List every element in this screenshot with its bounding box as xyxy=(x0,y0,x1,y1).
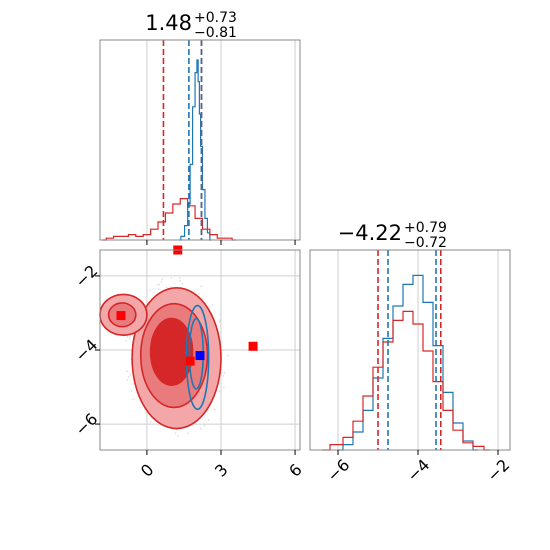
marginal-y-xtick-label: −6 xyxy=(323,455,353,485)
contour-level xyxy=(149,317,194,386)
sample-point xyxy=(218,320,221,323)
sample-point xyxy=(157,288,160,291)
joint-ytick-label: −2 xyxy=(71,261,101,291)
sample-point xyxy=(218,320,221,323)
sample-point xyxy=(144,412,147,414)
sample-point xyxy=(198,292,200,295)
marker-point xyxy=(195,351,205,361)
title-value: −4.22 xyxy=(338,221,402,245)
histogram-series xyxy=(179,59,212,241)
sample-point xyxy=(126,335,129,338)
sample-point xyxy=(132,383,134,385)
sample-point xyxy=(208,305,210,307)
sample-point xyxy=(207,418,210,421)
marginal-x-frame xyxy=(99,39,301,241)
sample-point xyxy=(178,277,181,279)
marginal-y-title: −4.22 +0.79−0.72 xyxy=(338,220,447,251)
sample-point xyxy=(214,408,216,410)
marginal-x-title: 1.48 +0.73−0.81 xyxy=(145,10,237,41)
sample-point xyxy=(125,339,127,342)
sample-point xyxy=(203,424,206,427)
sample-point xyxy=(200,427,202,430)
title-value: 1.48 xyxy=(145,11,192,35)
marker-point xyxy=(185,356,195,366)
sample-point xyxy=(181,282,184,285)
sample-point xyxy=(126,370,128,373)
histogram-series xyxy=(338,274,478,451)
sample-point xyxy=(176,434,179,437)
sample-point xyxy=(129,335,131,338)
sample-point xyxy=(223,386,225,389)
joint-xtick-label: 0 xyxy=(137,460,158,481)
sample-point xyxy=(149,289,152,292)
sample-point xyxy=(126,379,128,381)
sample-point xyxy=(129,373,132,376)
title-upper-error: +0.79 xyxy=(404,220,447,236)
sample-point xyxy=(161,278,164,280)
marginal-y-xtick-label: −4 xyxy=(403,455,433,485)
histogram-series xyxy=(102,198,236,241)
sample-point xyxy=(201,297,204,300)
sample-point xyxy=(179,280,181,282)
sample-point xyxy=(160,280,163,283)
joint-ytick-label: −4 xyxy=(71,335,101,365)
sample-point xyxy=(149,420,152,423)
marker-point xyxy=(116,311,126,321)
sample-point xyxy=(174,432,177,435)
sample-point xyxy=(218,390,221,392)
sample-point xyxy=(223,371,226,374)
histogram-series xyxy=(322,310,490,451)
sample-point xyxy=(158,283,161,286)
sample-point xyxy=(156,284,159,286)
sample-point xyxy=(200,285,203,288)
sample-point xyxy=(227,354,229,357)
joint-xtick-label: 3 xyxy=(211,460,232,481)
joint-ytick-label: −6 xyxy=(71,409,101,439)
sample-point xyxy=(222,375,225,377)
sample-point xyxy=(132,398,135,401)
title-upper-error: +0.73 xyxy=(194,10,237,26)
sample-point xyxy=(127,375,130,378)
title-lower-error: −0.81 xyxy=(194,25,237,41)
sample-point xyxy=(169,285,172,288)
sample-point xyxy=(165,286,168,288)
title-lower-error: −0.72 xyxy=(404,235,447,251)
sample-point xyxy=(187,432,189,435)
marginal-y-xtick-label: −2 xyxy=(483,455,513,485)
sample-point xyxy=(130,389,133,392)
sample-point xyxy=(170,277,173,279)
marginal-y-frame xyxy=(309,249,511,451)
joint-xtick-label: 6 xyxy=(285,460,306,481)
sample-point xyxy=(211,303,214,306)
marker-point xyxy=(248,341,258,351)
sample-point xyxy=(128,337,131,340)
